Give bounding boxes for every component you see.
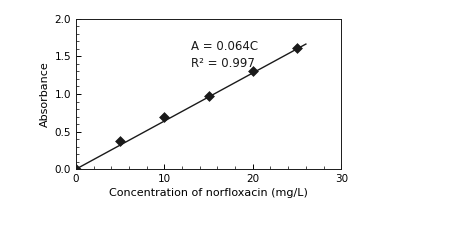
Point xyxy=(293,46,301,50)
Y-axis label: Absorbance: Absorbance xyxy=(40,61,50,127)
X-axis label: Concentration of norfloxacin (mg/L): Concentration of norfloxacin (mg/L) xyxy=(109,188,308,198)
Point xyxy=(249,70,256,73)
Text: A = 0.064C
R² = 0.997: A = 0.064C R² = 0.997 xyxy=(191,40,258,70)
Point xyxy=(205,94,212,97)
Point xyxy=(72,167,80,171)
Point xyxy=(161,115,168,119)
Point xyxy=(116,140,124,143)
